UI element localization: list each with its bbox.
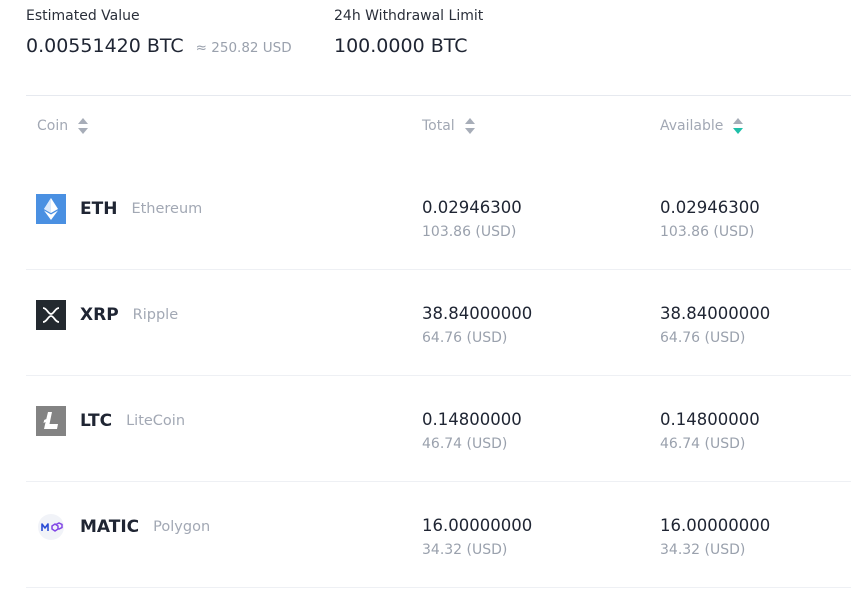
coin-name: Polygon bbox=[153, 519, 211, 535]
withdrawal-limit-value: 100.0000 BTC bbox=[334, 35, 468, 57]
available-usd: 64.76 (USD) bbox=[660, 330, 746, 346]
withdrawal-limit-label: 24h Withdrawal Limit bbox=[334, 8, 484, 24]
available-usd: 34.32 (USD) bbox=[660, 542, 746, 558]
available-amount: 16.00000000 bbox=[660, 516, 771, 535]
ethereum-icon bbox=[36, 194, 66, 224]
sort-active-icon bbox=[733, 118, 744, 134]
total-usd: 103.86 (USD) bbox=[422, 224, 517, 240]
sort-available-header[interactable]: Available bbox=[660, 118, 744, 134]
available-cell: 0.02946300 103.86 (USD) bbox=[660, 198, 760, 240]
available-usd: 46.74 (USD) bbox=[660, 436, 746, 452]
table-header: Coin Total Available bbox=[0, 118, 851, 142]
sort-icon bbox=[78, 118, 89, 134]
coin-symbol: XRP bbox=[80, 305, 119, 325]
total-amount: 0.14800000 bbox=[422, 410, 522, 429]
total-amount: 0.02946300 bbox=[422, 198, 522, 217]
total-cell: 0.14800000 46.74 (USD) bbox=[422, 410, 522, 452]
table-row[interactable]: XRP Ripple 38.84000000 64.76 (USD) 38.84… bbox=[26, 270, 851, 376]
available-amount: 0.14800000 bbox=[660, 410, 760, 429]
coin-symbol: LTC bbox=[80, 411, 113, 431]
coin-name: Ripple bbox=[132, 307, 179, 323]
available-header-label: Available bbox=[660, 118, 724, 134]
table-row[interactable]: LTC LiteCoin 0.14800000 46.74 (USD) 0.14… bbox=[26, 376, 851, 482]
total-usd: 46.74 (USD) bbox=[422, 436, 508, 452]
estimated-value-btc: 0.00551420 BTC bbox=[26, 35, 184, 57]
total-cell: 16.00000000 34.32 (USD) bbox=[422, 516, 532, 558]
estimated-value-block: Estimated Value 0.00551420 BTC ≈ 250.82 … bbox=[26, 8, 292, 57]
total-cell: 38.84000000 64.76 (USD) bbox=[422, 304, 532, 346]
litecoin-icon bbox=[36, 406, 66, 436]
polygon-icon bbox=[36, 512, 66, 542]
summary-divider bbox=[26, 95, 851, 96]
withdrawal-limit-block: 24h Withdrawal Limit 100.0000 BTC bbox=[334, 8, 483, 57]
table-row[interactable]: MATIC Polygon 16.00000000 34.32 (USD) 16… bbox=[26, 482, 851, 588]
available-cell: 38.84000000 64.76 (USD) bbox=[660, 304, 770, 346]
estimated-value-usd: ≈ 250.82 USD bbox=[195, 40, 292, 56]
estimated-value-label: Estimated Value bbox=[26, 8, 140, 24]
coin-name: Ethereum bbox=[131, 201, 203, 217]
coin-cell: LTC LiteCoin bbox=[36, 406, 185, 436]
coin-name: LiteCoin bbox=[126, 413, 186, 429]
coin-symbol: ETH bbox=[80, 199, 118, 219]
total-amount: 38.84000000 bbox=[422, 304, 533, 323]
total-usd: 64.76 (USD) bbox=[422, 330, 508, 346]
sort-icon bbox=[464, 118, 475, 134]
table-row[interactable]: ETH Ethereum 0.02946300 103.86 (USD) 0.0… bbox=[26, 164, 851, 270]
total-usd: 34.32 (USD) bbox=[422, 542, 508, 558]
available-cell: 0.14800000 46.74 (USD) bbox=[660, 410, 760, 452]
coin-symbol: MATIC bbox=[80, 517, 140, 537]
coin-header-label: Coin bbox=[37, 118, 69, 134]
sort-coin-header[interactable]: Coin bbox=[37, 118, 89, 134]
sort-total-header[interactable]: Total bbox=[422, 118, 475, 134]
available-usd: 103.86 (USD) bbox=[660, 224, 755, 240]
ripple-icon bbox=[36, 300, 66, 330]
coin-cell: ETH Ethereum bbox=[36, 194, 202, 224]
total-amount: 16.00000000 bbox=[422, 516, 533, 535]
coin-cell: XRP Ripple bbox=[36, 300, 178, 330]
available-cell: 16.00000000 34.32 (USD) bbox=[660, 516, 770, 558]
available-amount: 0.02946300 bbox=[660, 198, 760, 217]
total-cell: 0.02946300 103.86 (USD) bbox=[422, 198, 522, 240]
available-amount: 38.84000000 bbox=[660, 304, 771, 323]
total-header-label: Total bbox=[422, 118, 455, 134]
coin-cell: MATIC Polygon bbox=[36, 512, 210, 542]
